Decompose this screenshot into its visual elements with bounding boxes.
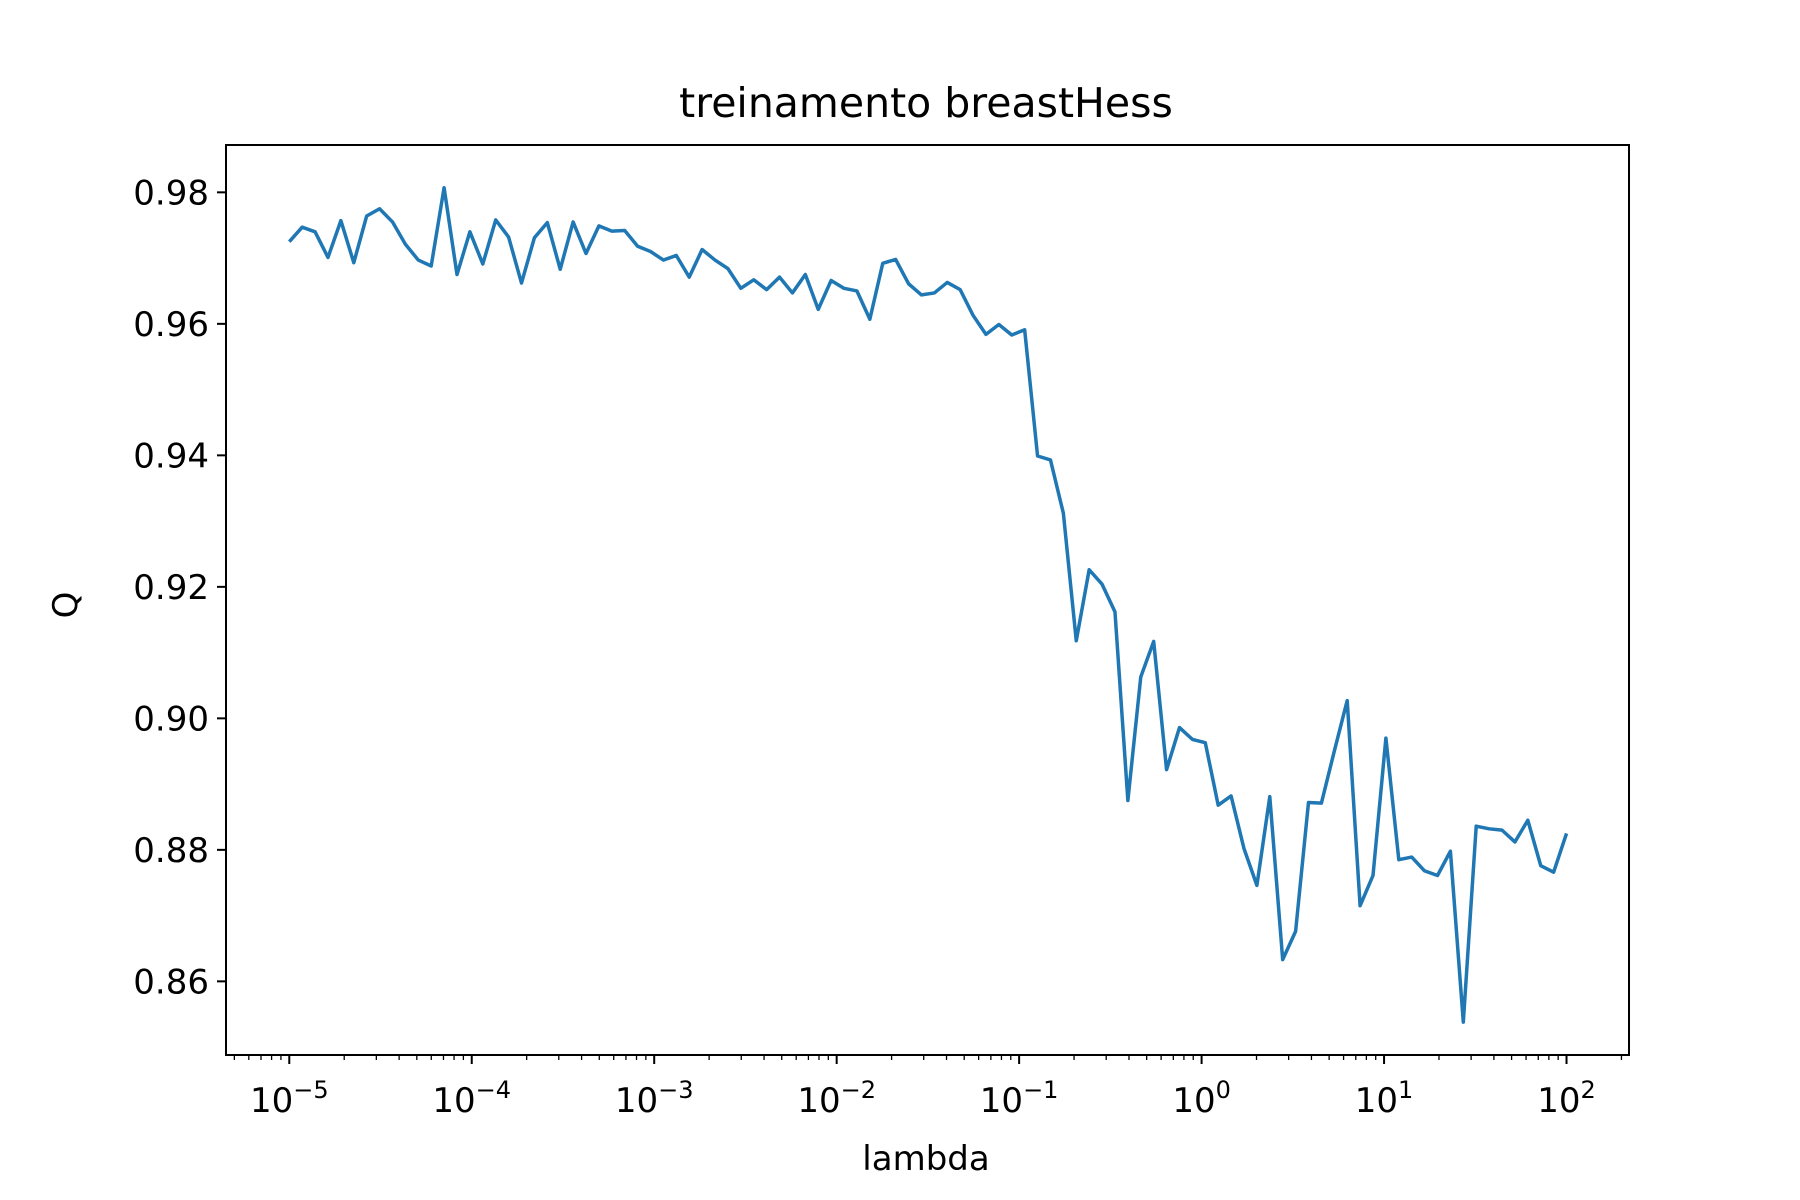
y-tick-label: 0.96 bbox=[133, 305, 209, 345]
axes-frame bbox=[225, 144, 1630, 1056]
y-tick-label: 0.86 bbox=[133, 962, 209, 1002]
y-axis-title: Q bbox=[46, 592, 86, 619]
x-axis-title: lambda bbox=[862, 1139, 989, 1179]
x-tick-label: 10−3 bbox=[615, 1076, 694, 1121]
x-tick-label: 10−2 bbox=[797, 1076, 876, 1121]
y-axis-ticks: 0.86 0.88 0.90 0.92 0.94 0.96 0.98 bbox=[133, 173, 226, 1002]
x-axis-ticks: 10−5 10−4 10−3 10−2 10−1 100 101 102 bbox=[233, 1055, 1623, 1121]
y-tick-label: 0.92 bbox=[133, 568, 209, 608]
chart-title: treinamento breastHess bbox=[679, 79, 1173, 127]
x-tick-label: 10−5 bbox=[250, 1076, 329, 1121]
plot-area bbox=[225, 144, 1630, 1056]
y-tick-label: 0.88 bbox=[133, 831, 209, 871]
series-line bbox=[287, 185, 1569, 1024]
x-tick-label: 10−4 bbox=[432, 1076, 511, 1121]
x-tick-label: 101 bbox=[1355, 1076, 1414, 1121]
y-tick-label: 0.90 bbox=[133, 699, 209, 739]
y-tick-label: 0.98 bbox=[133, 173, 209, 213]
x-tick-label: 10−1 bbox=[980, 1076, 1059, 1121]
y-tick-label: 0.94 bbox=[133, 436, 209, 476]
x-tick-label: 100 bbox=[1172, 1076, 1231, 1121]
x-tick-label: 102 bbox=[1537, 1076, 1596, 1121]
